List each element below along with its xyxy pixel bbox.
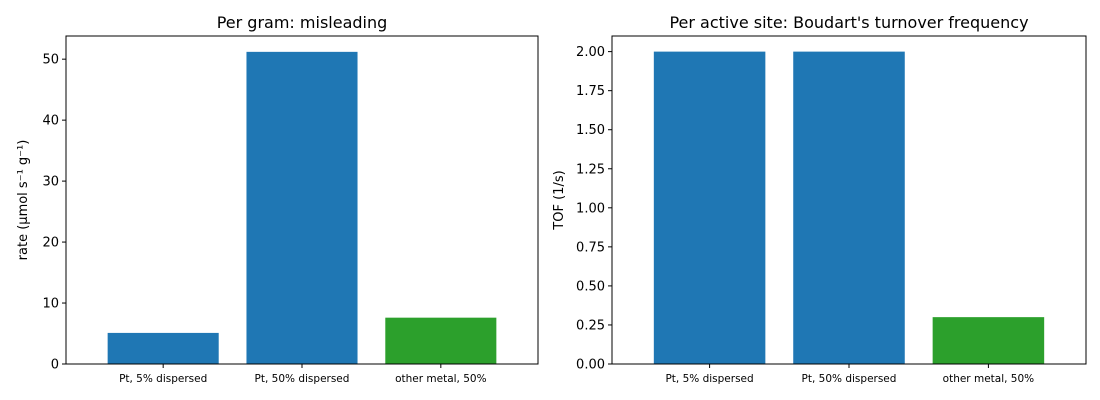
bar-2 bbox=[793, 51, 905, 364]
y-tick-label: 30 bbox=[42, 175, 59, 190]
category-label: other metal, 50% bbox=[395, 373, 487, 385]
y-tick-label: 1.00 bbox=[576, 201, 605, 216]
chart-title: Per gram: misleading bbox=[217, 13, 388, 32]
y-tick-label: 20 bbox=[42, 236, 59, 251]
bar-1 bbox=[107, 332, 219, 364]
y-tick-label: 50 bbox=[42, 53, 59, 68]
chart-per-gram: 0 10 20 30 40 50 Pt, 5% dispersed Pt, 50% dispe… bbox=[16, 13, 539, 385]
bar-1 bbox=[653, 51, 766, 364]
chart-per-active-site: 0.00 0.25 0.50 0.75 1.00 1.25 1.50 1.75 2.00 Pt, … bbox=[552, 13, 1087, 385]
y-tick-label: 2.00 bbox=[576, 45, 605, 60]
y-tick-label: 1.25 bbox=[576, 162, 605, 177]
y-tick-label: 1.50 bbox=[576, 123, 605, 138]
category-label: Pt, 50% dispersed bbox=[255, 373, 350, 385]
y-tick-label: 10 bbox=[42, 297, 59, 312]
bar-3 bbox=[385, 317, 497, 364]
category-label: Pt, 5% dispersed bbox=[665, 373, 753, 385]
y-tick-label: 40 bbox=[42, 114, 59, 129]
y-axis-label: rate (μmol s⁻¹ g⁻¹) bbox=[16, 140, 31, 261]
category-label: other metal, 50% bbox=[943, 373, 1035, 385]
y-tick-label: 0.50 bbox=[576, 279, 605, 294]
category-label: Pt, 50% dispersed bbox=[802, 373, 897, 385]
y-tick-label: 1.75 bbox=[576, 84, 605, 99]
y-axis-label: TOF (1/s) bbox=[552, 170, 567, 230]
chart-title: Per active site: Boudart's turnover freq… bbox=[669, 13, 1028, 32]
y-tick-label: 0.25 bbox=[576, 318, 605, 333]
y-tick-label: 0.00 bbox=[576, 358, 605, 373]
y-tick-label: 0.75 bbox=[576, 240, 605, 255]
bar-3 bbox=[932, 317, 1045, 364]
y-tick-label: 0 bbox=[51, 358, 59, 373]
bar-2 bbox=[246, 51, 358, 365]
category-label: Pt, 5% dispersed bbox=[119, 373, 207, 385]
